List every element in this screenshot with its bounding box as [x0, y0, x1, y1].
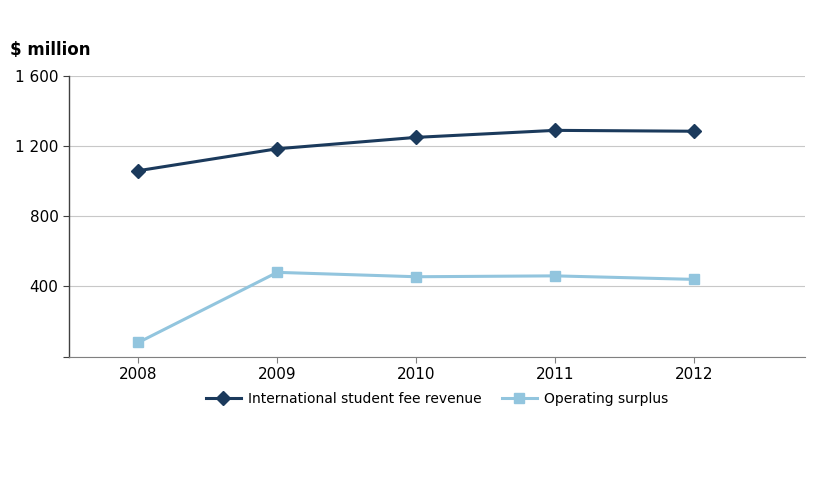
- Text: $ million: $ million: [10, 41, 90, 59]
- Legend: International student fee revenue, Operating surplus: International student fee revenue, Opera…: [200, 386, 672, 411]
